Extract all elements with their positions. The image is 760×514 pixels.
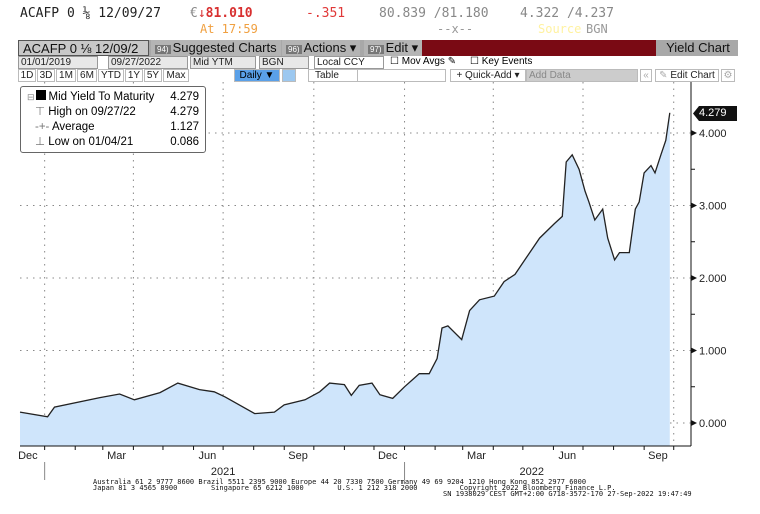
start-date-field[interactable]: 01/01/2019 bbox=[18, 56, 98, 69]
add-data-input[interactable]: Add Data bbox=[526, 69, 638, 82]
quote-time: At 17:59 bbox=[200, 22, 258, 36]
legend-series[interactable]: ⊟ Mid Yield To Maturity 4.279 bbox=[27, 90, 199, 105]
actions-label: Actions ▾ bbox=[303, 40, 357, 55]
year-label: 2022 bbox=[519, 466, 543, 478]
security-ticker: ACAFP 0 ⅛ 12/09/27 bbox=[20, 6, 161, 21]
bid-ask-price: 80.839 /81.180 bbox=[379, 6, 489, 21]
x-tick-label: Mar bbox=[107, 450, 126, 462]
currency: € bbox=[190, 6, 198, 21]
down-arrow-icon: ↓ bbox=[197, 6, 206, 21]
average-label: Average bbox=[51, 121, 95, 133]
settings-gear-icon[interactable]: ⚙ bbox=[721, 69, 735, 82]
key-events-checkbox[interactable]: ☐ Key Events bbox=[470, 56, 533, 67]
frequency-select[interactable]: Daily ▼ bbox=[234, 69, 280, 82]
edit-chart-label: Edit Chart bbox=[670, 70, 715, 81]
period-5y[interactable]: 5Y bbox=[144, 69, 162, 82]
suggested-charts-button[interactable]: 94) Suggested Charts bbox=[151, 40, 281, 56]
footer-contacts-1: Australia 61 2 9777 8600 Brazil 5511 239… bbox=[93, 478, 587, 486]
coupon: ⅛ bbox=[82, 6, 91, 21]
x-tick-label: Mar bbox=[467, 450, 486, 462]
x-tick-label: Jun bbox=[558, 450, 576, 462]
quote-size: --x-- bbox=[437, 22, 474, 36]
series-area bbox=[20, 112, 670, 447]
last-price: 81.010 bbox=[205, 6, 253, 21]
mov-avgs-checkbox[interactable]: ☐ Mov Avgs ✎ bbox=[390, 56, 457, 67]
period-max[interactable]: Max bbox=[163, 69, 189, 82]
x-tick-label: Sep bbox=[648, 450, 668, 462]
low-icon: ⊥ bbox=[35, 136, 49, 148]
series-line bbox=[19, 112, 671, 418]
source-value: BGN bbox=[586, 22, 608, 36]
ticker: ACAFP 0 bbox=[20, 6, 75, 21]
source-field[interactable]: BGN bbox=[259, 56, 309, 69]
legend: ⊟ Mid Yield To Maturity 4.279 ⊤ High on 09… bbox=[20, 86, 206, 153]
period-6m[interactable]: 6M bbox=[77, 69, 97, 82]
chart-type-icon[interactable] bbox=[282, 69, 296, 82]
high-icon: ⊤ bbox=[35, 106, 49, 118]
average-icon: -+- bbox=[35, 121, 52, 133]
average-value: 1.127 bbox=[170, 121, 199, 133]
y-tick-label: 2.000 bbox=[699, 273, 727, 285]
y-tick-marker bbox=[691, 420, 697, 426]
price-change: -.351 bbox=[306, 6, 346, 21]
actions-button[interactable]: 96) Actions ▾ bbox=[282, 40, 361, 56]
y-tick-marker bbox=[691, 202, 697, 209]
y-tick-label: 0.000 bbox=[699, 418, 727, 430]
edit-button[interactable]: 97) Edit ▾ bbox=[364, 40, 423, 56]
period-3d[interactable]: 3D bbox=[37, 69, 55, 82]
toolbar: ACAFP 0 ⅛ 12/09/2 94) Suggested Charts 96… bbox=[18, 40, 738, 56]
y-tick-label: 1.000 bbox=[699, 346, 727, 358]
low-value: 0.086 bbox=[170, 136, 199, 148]
y-tick-label: 3.000 bbox=[699, 201, 727, 213]
low-label: Low on 01/04/21 bbox=[48, 136, 134, 148]
series-swatch bbox=[35, 90, 46, 100]
mov-avgs-label: Mov Avgs bbox=[401, 56, 445, 67]
currency-select[interactable]: Local CCY bbox=[314, 56, 384, 69]
x-tick-label: Jun bbox=[198, 450, 216, 462]
bid-ask-yield: 4.322 /4.237 bbox=[520, 6, 614, 21]
key-events-label: Key Events bbox=[481, 56, 533, 67]
table-button[interactable]: Table bbox=[308, 69, 358, 82]
y-tick-marker bbox=[691, 347, 697, 354]
y-tick-marker bbox=[691, 130, 697, 136]
actions-num: 96) bbox=[286, 45, 302, 54]
period-ytd[interactable]: YTD bbox=[98, 69, 124, 82]
y-tick-marker bbox=[691, 275, 697, 281]
source-label: Source bbox=[538, 22, 582, 36]
security-field[interactable]: ACAFP 0 ⅛ 12/09/2 bbox=[18, 40, 149, 56]
period-1d[interactable]: 1D bbox=[18, 69, 36, 82]
edit-chart-button[interactable]: ✎ Edit Chart bbox=[655, 69, 719, 82]
suggested-label: Suggested Charts bbox=[172, 40, 277, 55]
spacer bbox=[358, 69, 446, 82]
collapse-icon[interactable]: ⊟ bbox=[27, 92, 35, 102]
edit-num: 97) bbox=[368, 45, 384, 54]
footer-session: SN 1938029 CEST GMT+2:00 G718-3572-170 2… bbox=[443, 490, 692, 498]
edit-label: Edit ▾ bbox=[385, 40, 419, 55]
y-tick-label: 4.000 bbox=[699, 128, 727, 140]
quick-add-button[interactable]: + Quick-Add ▾ bbox=[450, 69, 526, 82]
x-tick-label: Dec bbox=[378, 450, 398, 462]
x-tick-label: Dec bbox=[18, 450, 38, 462]
x-tick-label: Sep bbox=[288, 450, 308, 462]
year-label: 2021 bbox=[211, 466, 235, 478]
title-bar-accent bbox=[422, 40, 656, 56]
period-1m[interactable]: 1M bbox=[56, 69, 76, 82]
maturity: 12/09/27 bbox=[98, 6, 161, 21]
last-value-badge: 4.279 bbox=[693, 106, 737, 121]
suggested-num: 94) bbox=[155, 45, 171, 54]
pencil-icon: ✎ bbox=[659, 70, 668, 81]
high-label: High on 09/27/22 bbox=[48, 106, 136, 118]
collapse-icon[interactable]: « bbox=[640, 69, 652, 82]
footer-contacts-2: Japan 81 3 4565 8900 Singapore 65 6212 1… bbox=[93, 484, 616, 492]
end-date-field[interactable]: 09/27/2022 bbox=[108, 56, 188, 69]
chart-title: Yield Chart bbox=[658, 40, 738, 56]
field-select[interactable]: Mid YTM bbox=[190, 56, 256, 69]
pencil-icon[interactable]: ✎ bbox=[447, 56, 457, 67]
series-name: Mid Yield To Maturity bbox=[48, 91, 155, 103]
high-value: 4.279 bbox=[170, 106, 199, 118]
period-1y[interactable]: 1Y bbox=[125, 69, 143, 82]
series-value: 4.279 bbox=[170, 91, 199, 103]
